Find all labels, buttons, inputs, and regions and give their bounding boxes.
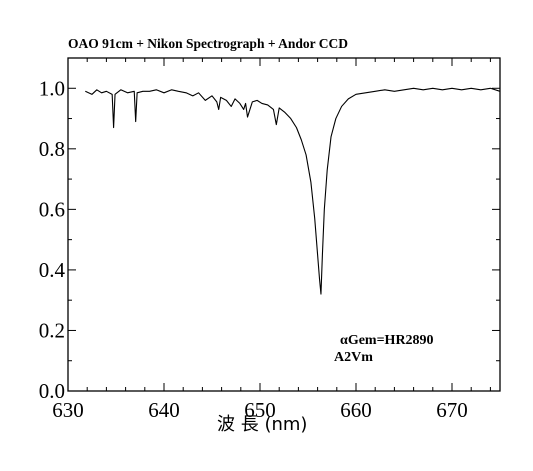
y-tick-label: 1.0 [39, 76, 65, 100]
annotation-star: αGem=HR2890 [340, 333, 434, 348]
x-axis-label: 波 長 (nm) [217, 414, 307, 435]
y-tick-label: 0.0 [39, 379, 65, 403]
y-tick-label: 0.2 [39, 318, 65, 342]
x-tick-label: 670 [436, 398, 468, 422]
chart-title: OAO 91cm + Nikon Spectrograph + Andor CC… [68, 36, 348, 51]
tick-labels: 630 640 650 660 670 0.0 0.2 0.4 0.6 0.8 1.0 [39, 76, 468, 422]
x-tick-label: 630 [52, 398, 84, 422]
plot-frame [67, 57, 501, 392]
y-tick-label: 0.4 [39, 258, 66, 282]
axis-ticks [67, 57, 500, 392]
x-tick-label: 640 [148, 398, 180, 422]
y-tick-label: 0.8 [39, 137, 65, 161]
spectrum-series-line [85, 87, 501, 295]
y-tick-label: 0.6 [39, 197, 65, 221]
x-tick-label: 660 [340, 398, 372, 422]
annotation-spectral-type: A2Vm [334, 350, 373, 365]
x-tick-label: 650 [244, 398, 276, 422]
